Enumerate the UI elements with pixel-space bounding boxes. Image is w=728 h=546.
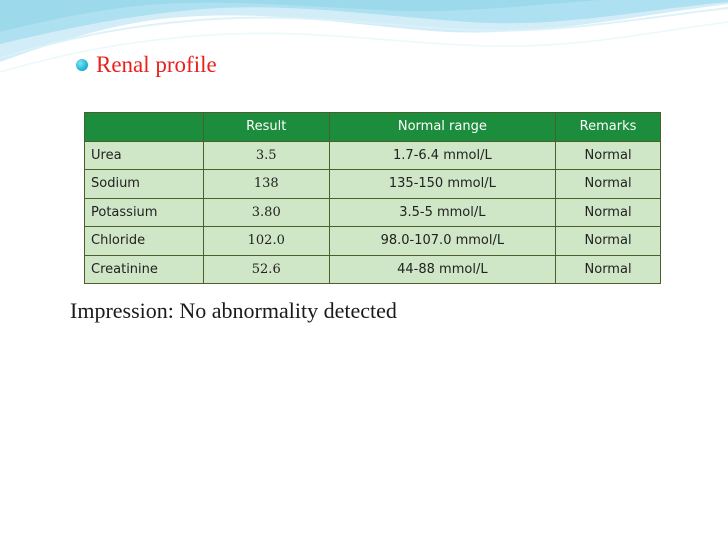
cell-remark: Normal bbox=[555, 140, 661, 170]
cell-test-name: Chloride bbox=[84, 226, 204, 256]
cell-normal-range: 3.5-5 mmol/L bbox=[328, 197, 557, 227]
header-blank bbox=[84, 112, 204, 142]
cell-result: 102.0 bbox=[202, 226, 330, 256]
teal-dot-bullet-icon bbox=[76, 59, 88, 71]
impression-text: Impression: No abnormality detected bbox=[70, 298, 397, 323]
cell-result: 138 bbox=[202, 169, 330, 199]
cell-test-name: Potassium bbox=[84, 197, 204, 227]
renal-profile-table: Result Normal range Remarks Urea 3.5 1.7… bbox=[84, 112, 661, 284]
cell-normal-range: 1.7-6.4 mmol/L bbox=[328, 140, 557, 170]
cell-result: 52.6 bbox=[202, 254, 330, 284]
cell-remark: Normal bbox=[555, 169, 661, 199]
header-normal-range: Normal range bbox=[328, 112, 557, 142]
cell-remark: Normal bbox=[555, 254, 661, 284]
cell-remark: Normal bbox=[555, 226, 661, 256]
cell-remark: Normal bbox=[555, 197, 661, 227]
cell-test-name: Sodium bbox=[84, 169, 204, 199]
table-row: Creatinine 52.6 44-88 mmol/L Normal bbox=[84, 254, 661, 284]
cell-normal-range: 98.0-107.0 mmol/L bbox=[328, 226, 557, 256]
header-result: Result bbox=[202, 112, 330, 142]
cell-result: 3.80 bbox=[202, 197, 330, 227]
cell-test-name: Creatinine bbox=[84, 254, 204, 284]
cell-result: 3.5 bbox=[202, 140, 330, 170]
table-row: Chloride 102.0 98.0-107.0 mmol/L Normal bbox=[84, 226, 661, 256]
header-remarks: Remarks bbox=[555, 112, 661, 142]
table-row: Potassium 3.80 3.5-5 mmol/L Normal bbox=[84, 197, 661, 227]
cell-test-name: Urea bbox=[84, 140, 204, 170]
table-header-row: Result Normal range Remarks bbox=[84, 112, 661, 142]
cell-normal-range: 44-88 mmol/L bbox=[328, 254, 557, 284]
table-row: Urea 3.5 1.7-6.4 mmol/L Normal bbox=[84, 140, 661, 170]
cell-normal-range: 135-150 mmol/L bbox=[328, 169, 557, 199]
slide-heading: Renal profile bbox=[76, 52, 217, 78]
heading-text: Renal profile bbox=[96, 52, 217, 77]
decorative-wave-banner bbox=[0, 0, 728, 73]
table-row: Sodium 138 135-150 mmol/L Normal bbox=[84, 169, 661, 199]
